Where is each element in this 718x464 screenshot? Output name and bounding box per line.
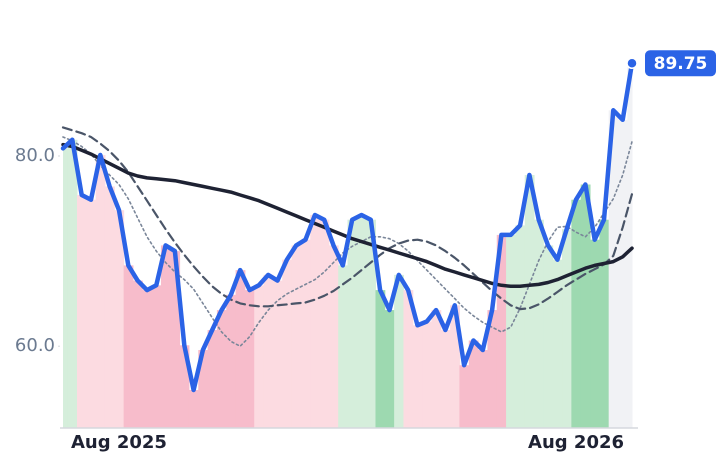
- band: [123, 265, 134, 428]
- band: [170, 251, 181, 428]
- band: [459, 365, 470, 428]
- band: [571, 199, 582, 428]
- band: [403, 290, 414, 428]
- band: [142, 290, 153, 428]
- band: [235, 270, 246, 428]
- band: [543, 245, 554, 428]
- band: [216, 310, 227, 428]
- band: [132, 280, 143, 428]
- band: [291, 245, 302, 428]
- band: [366, 219, 376, 428]
- y-tick-label: 80.0: [15, 145, 55, 166]
- band: [552, 259, 563, 428]
- band: [63, 148, 69, 428]
- band: [114, 210, 125, 428]
- band: [282, 259, 293, 428]
- band: [356, 214, 367, 428]
- x-tick-label: Aug 2025: [71, 432, 167, 453]
- band: [160, 245, 171, 428]
- band: [244, 290, 255, 428]
- last-value-badge: [645, 50, 716, 77]
- y-tick-label: 60.0: [15, 335, 55, 356]
- band: [198, 350, 209, 428]
- band: [431, 310, 442, 428]
- band: [319, 219, 330, 428]
- band: [394, 274, 404, 428]
- x-tick-label: Aug 2026: [528, 432, 624, 453]
- band: [627, 63, 633, 428]
- band: [310, 214, 321, 428]
- band: [412, 325, 423, 428]
- band: [534, 219, 544, 428]
- band: [179, 345, 190, 428]
- band: [151, 285, 162, 428]
- band: [347, 219, 358, 428]
- band: [618, 119, 628, 428]
- band: [263, 274, 274, 428]
- band: [478, 350, 488, 428]
- band: [506, 234, 516, 428]
- band: [272, 280, 283, 428]
- lines: [60, 60, 635, 393]
- band: [590, 239, 600, 428]
- band: [375, 290, 386, 428]
- band: [104, 186, 115, 428]
- band: [580, 184, 591, 428]
- band: [450, 305, 460, 428]
- band: [254, 285, 265, 428]
- band: [86, 199, 97, 428]
- band: [338, 265, 348, 428]
- band: [468, 340, 479, 428]
- band: [76, 194, 87, 428]
- last-value-label: 89.75: [654, 54, 708, 74]
- band: [440, 330, 451, 428]
- series-line: [60, 60, 635, 393]
- band: [524, 175, 535, 428]
- band: [562, 229, 572, 428]
- band: [300, 239, 311, 428]
- band: [207, 330, 218, 428]
- band: [188, 389, 199, 428]
- band: [487, 310, 498, 428]
- band: [515, 225, 526, 428]
- band: [496, 234, 507, 428]
- band: [328, 245, 339, 428]
- band: [67, 139, 78, 428]
- last-point: [626, 57, 638, 69]
- band: [608, 110, 619, 428]
- band: [226, 294, 237, 428]
- band: [384, 310, 395, 428]
- band: [599, 219, 610, 428]
- band: [95, 155, 106, 428]
- band: [422, 321, 432, 428]
- series-line: [61, 126, 634, 311]
- bands: [63, 63, 633, 428]
